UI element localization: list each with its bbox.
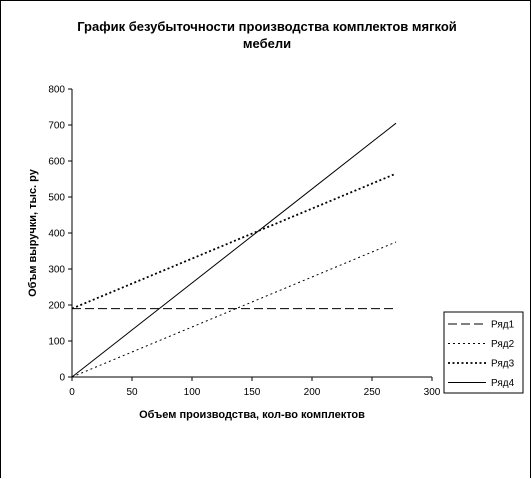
x-tick-label: 300 — [424, 387, 441, 398]
x-axis-label: Объем производства, кол-во комплектов — [139, 409, 365, 421]
series-line-2 — [71, 241, 397, 378]
plot-area: 0 100 200 300 400 500 600 700 800 0 50 100 150 200 250… — [48, 85, 440, 399]
y-tick-label: 300 — [48, 265, 65, 276]
legend-label-3: Ряд3 — [491, 359, 515, 370]
y-tick-label: 700 — [48, 121, 65, 132]
y-tick-label: 500 — [48, 193, 65, 204]
x-tick-label: 50 — [126, 387, 138, 398]
legend-box — [443, 311, 524, 394]
x-tick-label: 200 — [304, 387, 321, 398]
y-tick-label: 600 — [48, 157, 65, 168]
chart-title-line-1: График безубыточности производства компл… — [77, 19, 457, 34]
series-line-4 — [71, 122, 397, 378]
y-tick-label: 0 — [59, 373, 65, 384]
x-tick-label: 150 — [244, 387, 261, 398]
series-line-3 — [71, 172, 397, 310]
legend-label-1: Ряд1 — [491, 320, 515, 331]
x-tick-label: 100 — [184, 387, 201, 398]
x-tick-label: 0 — [69, 387, 75, 398]
y-tick-label: 800 — [48, 85, 65, 96]
x-tick-label: 250 — [364, 387, 381, 398]
legend: Ряд1 Ряд2 Ряд3 Ряд4 — [443, 311, 524, 394]
y-tick-label: 200 — [48, 301, 65, 312]
y-tick-label: 100 — [48, 337, 65, 348]
y-axis-label: Объм выручки, тыс. ру — [27, 168, 39, 297]
legend-label-4: Ряд4 — [491, 378, 515, 389]
y-tick-label: 400 — [48, 229, 65, 240]
legend-label-2: Ряд2 — [491, 339, 515, 350]
chart-title-line-2: мебели — [243, 36, 291, 51]
